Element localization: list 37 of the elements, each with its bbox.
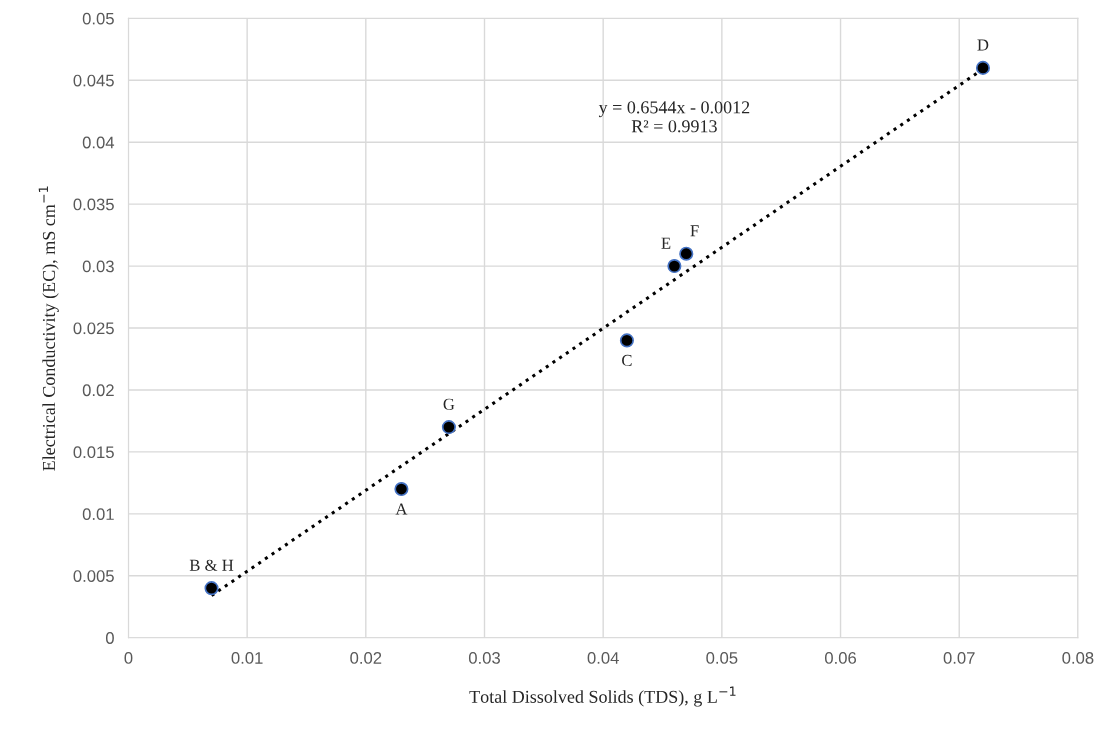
x-tick-label: 0.08 [1062, 652, 1094, 664]
x-tick-label: 0.02 [350, 652, 382, 664]
y-tick-label: 0.05 [82, 12, 114, 25]
x-tick-label: 0.07 [943, 652, 975, 664]
annotation: D [977, 39, 989, 51]
x-axis-title: Total Dissolved Solids (TDS), g L$^{−1}$ [469, 686, 736, 707]
annotation: E [661, 237, 671, 249]
annotation: B & H [189, 559, 234, 571]
x-tick-label: 0.01 [231, 652, 263, 664]
x-tick-label: 0.04 [587, 652, 619, 664]
y-tick-label: 0.03 [82, 260, 114, 273]
x-tick-label: 0 [124, 652, 133, 664]
x-tick-label: 0.06 [824, 652, 857, 664]
y-tick-label: 0.02 [82, 384, 114, 397]
y-tick-label: 0.04 [82, 136, 115, 149]
y-tick-label: 0.005 [73, 570, 114, 582]
point [204, 581, 219, 596]
point [441, 420, 456, 435]
y-tick-label: 0 [105, 632, 114, 644]
y-axis-title: Electrical Conductivity (EC), mS cm$^{−1}$ [38, 186, 59, 471]
point [667, 259, 682, 274]
y-tick-label: 0.025 [73, 322, 114, 335]
x-tick-label: 0.03 [468, 652, 500, 664]
point [975, 60, 991, 75]
point [679, 246, 694, 261]
annotation: F [690, 225, 699, 237]
annotation: A [395, 503, 408, 515]
point [619, 333, 634, 348]
annotation: G [443, 398, 455, 410]
y-tick-label: 0.035 [73, 198, 114, 211]
y-tick-label: 0.015 [73, 446, 114, 459]
y-tick-label: 0.045 [73, 74, 114, 87]
x-tick-label: 0.05 [706, 652, 738, 664]
annotation: y = 0.6544x - 0.0012 R² = 0.9913 [598, 101, 750, 133]
y-tick-label: 0.01 [82, 508, 114, 521]
point [394, 482, 409, 497]
annotation: C [622, 354, 632, 367]
